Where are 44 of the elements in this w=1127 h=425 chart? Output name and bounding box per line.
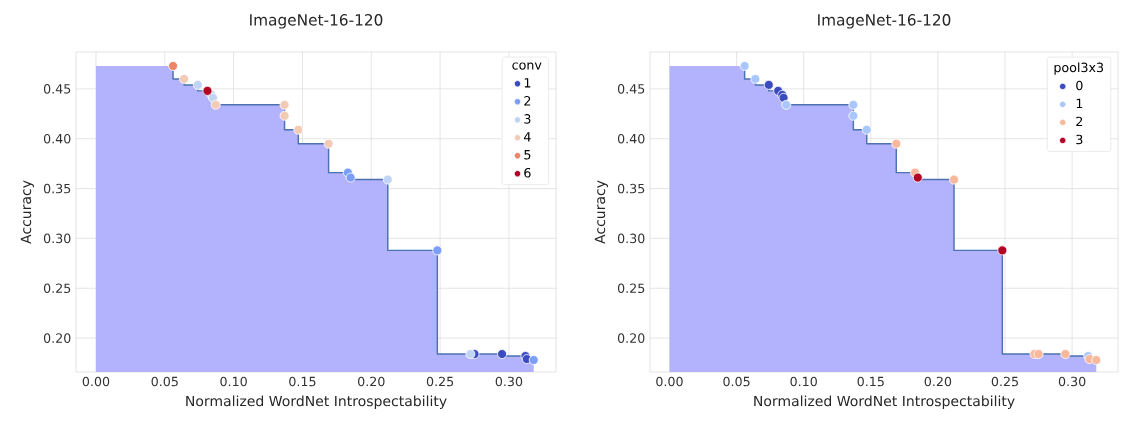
y-tick-label: 0.40 (617, 133, 645, 144)
y-axis-title: Accuracy (20, 180, 34, 244)
chart-title: ImageNet-16-120 (818, 14, 951, 29)
legend-label: 0 (1076, 80, 1083, 91)
legend-label: 4 (523, 132, 531, 142)
legend-label: 6 (524, 167, 531, 178)
x-tick-label: 0.25 (991, 376, 1019, 387)
y-tick-label: 0.35 (43, 183, 71, 194)
legend-title: pool3x3 (1054, 62, 1104, 75)
y-tick-label: 0.30 (617, 233, 645, 244)
legend-label: 1 (524, 78, 531, 88)
y-tick-label: 0.45 (43, 84, 71, 94)
x-tick-label: 0.20 (358, 376, 385, 387)
y-tick-label: 0.30 (43, 233, 71, 244)
y-tick-label: 0.45 (617, 84, 645, 94)
x-tick-label: 0.00 (82, 376, 110, 387)
x-tick-label: 0.05 (723, 376, 750, 387)
y-tick-label: 0.20 (617, 333, 645, 343)
legend-label: 3 (524, 114, 531, 124)
legend-label: 5 (524, 150, 531, 160)
x-tick-label: 0.30 (495, 376, 523, 387)
x-tick-label: 0.15 (289, 376, 316, 387)
y-tick-label: 0.20 (43, 333, 71, 343)
y-tick-label: 0.40 (43, 133, 71, 144)
legend-label: 3 (1076, 134, 1083, 145)
x-tick-label: 0.05 (151, 376, 178, 387)
y-tick-label: 0.25 (617, 283, 645, 294)
x-axis-title: Normalized WordNet Introspectability (754, 395, 1015, 409)
y-tick-label: 0.25 (43, 283, 71, 294)
x-tick-label: 0.30 (1058, 376, 1086, 387)
x-tick-label: 0.15 (857, 376, 884, 387)
x-tick-label: 0.20 (924, 376, 952, 387)
y-tick-label: 0.35 (617, 183, 645, 194)
x-tick-label: 0.10 (220, 376, 247, 387)
x-axis-title: Normalized WordNet Introspectability (186, 395, 447, 409)
legend-label: 1 (1076, 98, 1083, 108)
legend-title: conv (512, 62, 542, 70)
x-tick-label: 0.25 (426, 376, 454, 387)
x-tick-label: 0.00 (656, 376, 683, 387)
chart-title: ImageNet-16-120 (250, 14, 383, 29)
y-axis-title: Accuracy (594, 180, 608, 244)
x-tick-label: 0.10 (790, 376, 817, 387)
legend-label: 2 (1076, 116, 1083, 127)
legend-label: 2 (524, 96, 531, 106)
